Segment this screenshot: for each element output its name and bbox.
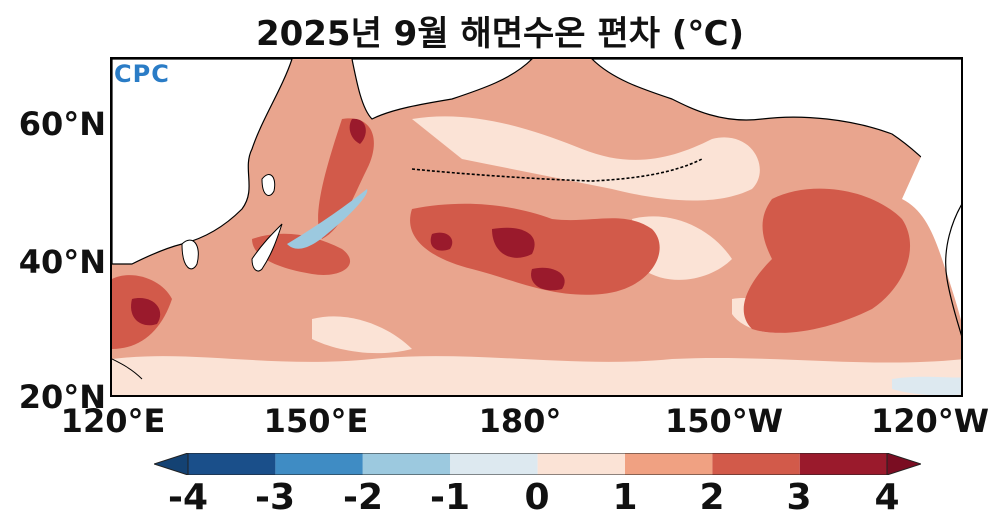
x-tick-label: 120°W bbox=[870, 402, 990, 440]
land-kamchatka bbox=[351, 59, 533, 120]
anomaly-patch-cool bbox=[287, 189, 368, 249]
colorbar-segment bbox=[625, 453, 713, 475]
anomaly-patch-strong bbox=[252, 233, 351, 275]
land-korea bbox=[181, 239, 199, 270]
anomaly-patch-light bbox=[112, 356, 961, 395]
sst-anomaly-map bbox=[110, 57, 963, 397]
colorbar-segment bbox=[275, 453, 363, 475]
colorbar-segment bbox=[712, 453, 800, 475]
land-asia bbox=[112, 59, 293, 265]
colorbar-segment bbox=[537, 453, 625, 475]
colorbar-extension-under bbox=[154, 453, 189, 475]
colorbar-segment bbox=[450, 453, 538, 475]
colorbar-tick: -1 bbox=[430, 477, 470, 518]
colorbar-tick: 1 bbox=[612, 477, 638, 518]
anomaly-patch-extreme bbox=[430, 232, 453, 251]
anomaly-patch-light bbox=[312, 316, 412, 354]
anomaly-patch-extreme bbox=[349, 118, 366, 144]
colorbar bbox=[154, 453, 921, 475]
anomaly-patch-extreme bbox=[131, 298, 161, 326]
anomaly-patch-extreme bbox=[492, 227, 535, 258]
anomaly-patch-light bbox=[412, 116, 760, 201]
colorbar-tick: -4 bbox=[168, 477, 208, 518]
chart-title: 2025년 9월 해면수온 편차 (℃) bbox=[255, 14, 745, 54]
colorbar-outline bbox=[187, 453, 888, 475]
anomaly-patch-strong bbox=[318, 118, 374, 239]
y-tick-label: 20°N bbox=[18, 378, 106, 416]
colorbar-segment bbox=[362, 453, 451, 475]
colorbar-tick: 3 bbox=[786, 477, 812, 518]
anomaly-patch-strong bbox=[743, 188, 911, 333]
anomaly-patch-light bbox=[632, 216, 732, 280]
y-tick-label: 40°N bbox=[18, 243, 106, 281]
y-tick-label: 60°N bbox=[18, 105, 106, 143]
land-aleutians bbox=[411, 158, 703, 182]
map-canvas bbox=[112, 59, 961, 395]
colorbar-extension-over bbox=[886, 453, 921, 475]
x-tick-label: 150°W bbox=[664, 402, 784, 440]
x-tick-label: 150°E bbox=[263, 402, 369, 440]
x-tick-label: 120°E bbox=[60, 402, 166, 440]
anomaly-patch-extreme bbox=[531, 267, 565, 291]
land-south-asia bbox=[112, 358, 143, 380]
colorbar-tick: 0 bbox=[524, 477, 550, 518]
land-north-america-coast bbox=[945, 204, 961, 336]
land-japan-north bbox=[261, 174, 276, 196]
colorbar-tick: 2 bbox=[699, 477, 725, 518]
cpc-logo: CPC bbox=[114, 60, 170, 88]
colorbar-segment bbox=[799, 453, 887, 475]
land-japan bbox=[251, 223, 283, 272]
colorbar-tick: 4 bbox=[874, 477, 900, 518]
anomaly-patch-cool bbox=[892, 376, 961, 395]
anomaly-patch-strong bbox=[410, 203, 660, 295]
colorbar-tick: -3 bbox=[255, 477, 295, 518]
colorbar-segment bbox=[188, 453, 276, 475]
colorbar-tick: -2 bbox=[343, 477, 383, 518]
x-tick-label: 180° bbox=[478, 402, 562, 440]
